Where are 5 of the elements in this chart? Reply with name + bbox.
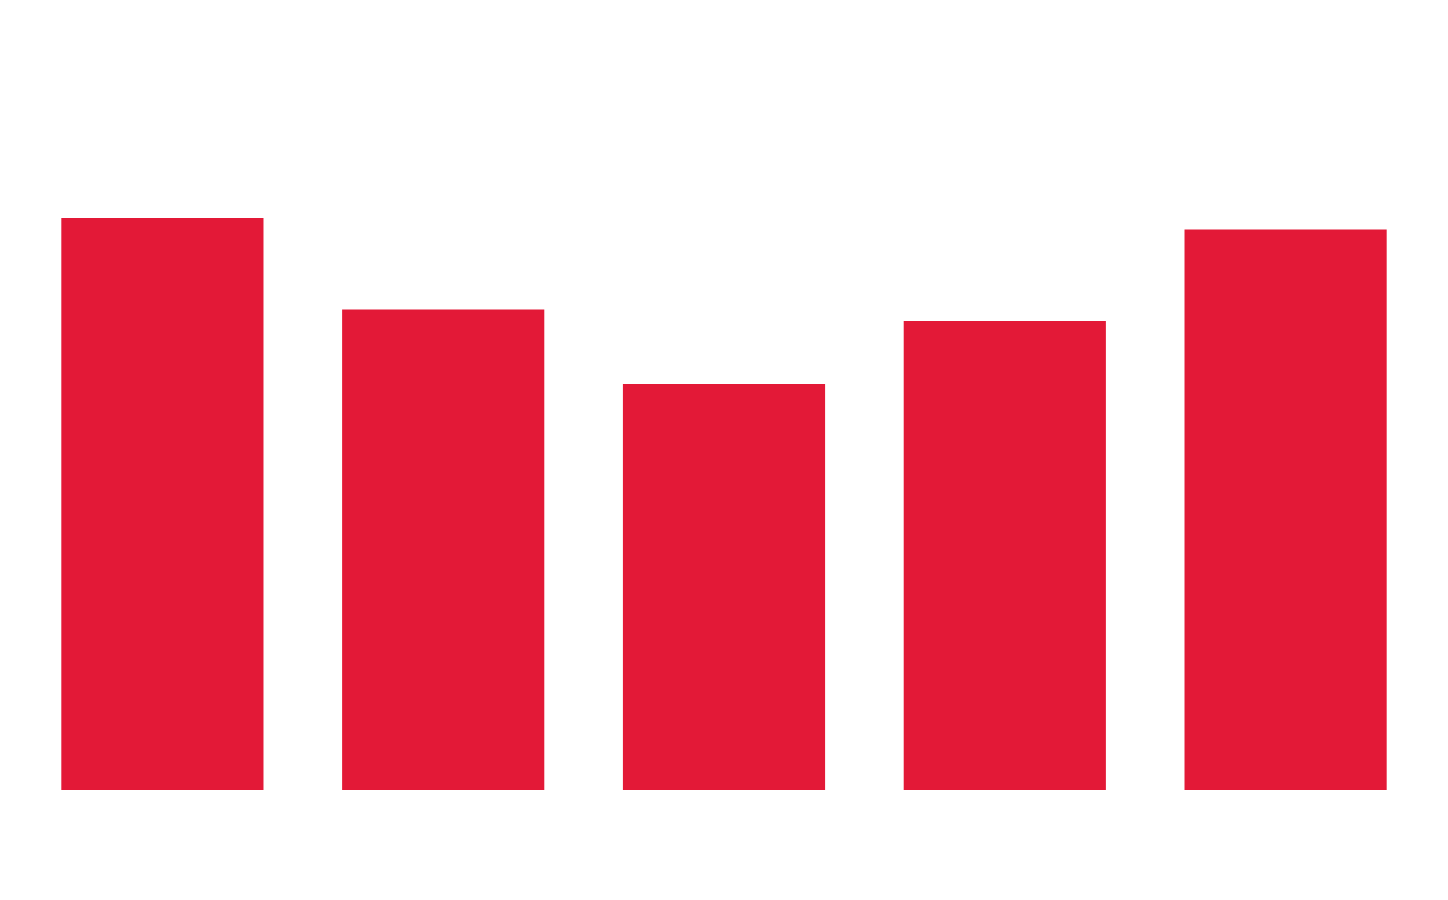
bar <box>61 218 264 790</box>
bar <box>622 383 826 790</box>
bar <box>342 309 545 790</box>
bar <box>1184 229 1387 790</box>
bar <box>903 320 1106 790</box>
